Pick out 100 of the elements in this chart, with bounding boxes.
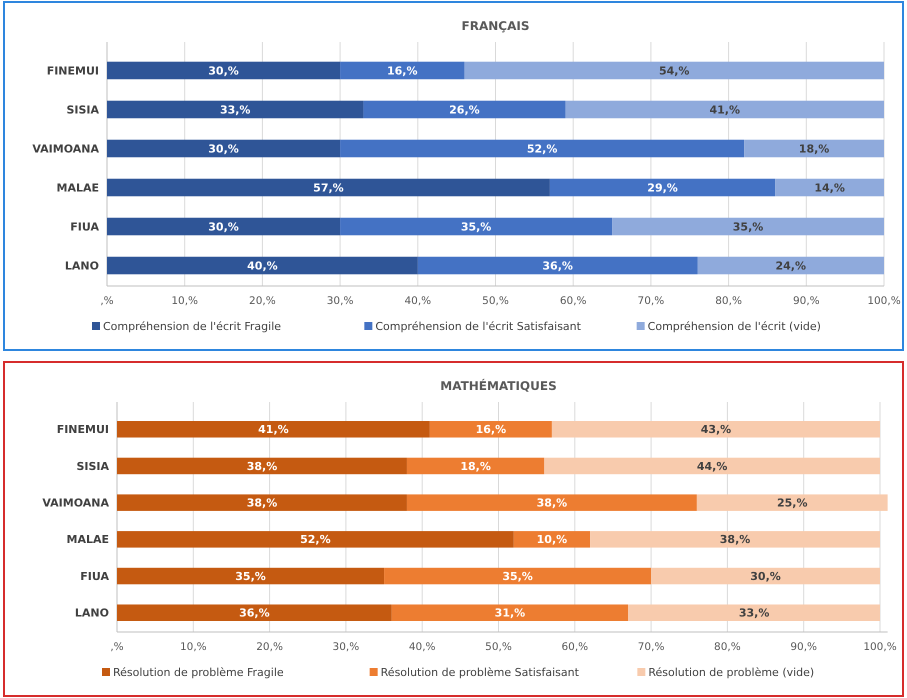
x-tick-label: 60,% <box>561 641 588 653</box>
data-label: 26,% <box>449 103 480 116</box>
y-tick-label: LANO <box>74 606 109 620</box>
bar <box>590 531 880 548</box>
y-tick-label: MALAE <box>66 533 109 546</box>
bar <box>117 531 514 548</box>
bar <box>406 494 697 511</box>
data-label: 30,% <box>208 142 239 156</box>
bar <box>340 140 744 158</box>
data-label: 38,% <box>246 496 278 510</box>
bar <box>418 256 698 274</box>
x-tick-label: 30,% <box>326 295 354 307</box>
y-tick-label: LANO <box>64 259 99 272</box>
data-label: 35,% <box>460 220 492 234</box>
x-tick-label: 50,% <box>482 295 509 307</box>
chart-title: FRANÇAIS <box>462 19 530 33</box>
data-label: 18,% <box>798 142 830 156</box>
bar <box>696 494 888 511</box>
y-tick-label: FIUA <box>70 220 100 234</box>
data-label: 16,% <box>387 64 418 78</box>
data-label: 52,% <box>526 142 558 156</box>
x-tick-label: 40,% <box>408 641 436 653</box>
bar <box>698 256 884 274</box>
bar <box>628 604 880 621</box>
data-label: 35,% <box>732 220 764 234</box>
legend-label: Compréhension de l'écrit (vide) <box>648 320 821 333</box>
bar <box>107 100 364 118</box>
data-label: 52,% <box>300 533 331 546</box>
data-label: 24,% <box>776 259 806 272</box>
x-tick-label: 70,% <box>638 295 664 307</box>
bar <box>651 568 880 584</box>
data-label: 41,% <box>709 103 740 116</box>
x-tick-label: 90,% <box>792 295 820 307</box>
y-tick-label: VAIMOANA <box>32 142 100 156</box>
x-tick-label: 30,% <box>332 641 360 653</box>
x-tick-label: 70,% <box>638 641 664 653</box>
data-label: 29,% <box>647 181 678 194</box>
bar <box>744 140 884 158</box>
data-label: 44,% <box>696 460 728 473</box>
bar <box>117 458 407 474</box>
x-tick-label: 100,% <box>867 295 901 307</box>
bar <box>117 421 430 438</box>
bar <box>550 178 776 196</box>
data-label: 30,% <box>208 220 239 234</box>
data-label: 30,% <box>208 64 239 78</box>
data-label: 40,% <box>247 259 278 272</box>
bar <box>340 62 464 80</box>
data-label: 31,% <box>494 606 526 620</box>
data-label: 10,% <box>536 533 568 546</box>
x-tick-label: 100,% <box>863 641 897 653</box>
bar <box>363 100 566 118</box>
bar <box>107 140 340 158</box>
data-label: 38,% <box>246 460 278 473</box>
chart-title: MATHÉMATIQUES <box>440 378 557 393</box>
y-tick-label: FINEMUI <box>46 64 99 78</box>
bar <box>552 421 880 438</box>
x-tick-label: 40,% <box>404 295 432 307</box>
data-label: 36,% <box>239 606 270 620</box>
y-tick-label: VAIMOANA <box>42 496 110 510</box>
bar <box>544 458 880 474</box>
legend-label: Compréhension de l'écrit Fragile <box>103 320 282 333</box>
bar <box>406 458 544 474</box>
data-label: 25,% <box>776 496 808 510</box>
bar <box>340 218 612 236</box>
data-label: 43,% <box>700 423 732 436</box>
data-label: 30,% <box>750 570 781 583</box>
legend-label: Résolution de problème Fragile <box>113 666 284 679</box>
x-tick-label: 50,% <box>485 641 512 653</box>
data-label: 36,% <box>542 259 573 272</box>
data-label: 38,% <box>720 533 750 546</box>
data-label: 57,% <box>313 181 344 194</box>
data-label: 14,% <box>814 181 845 194</box>
bar <box>384 568 652 584</box>
x-tick-label: 20,% <box>249 295 276 307</box>
bar <box>117 494 407 511</box>
legend-label: Compréhension de l'écrit Satisfaisant <box>375 320 582 333</box>
data-label: 16,% <box>476 423 506 436</box>
y-tick-label: SISIA <box>76 460 110 473</box>
y-tick-label: FIUA <box>80 570 110 583</box>
y-tick-label: MALAE <box>56 181 99 194</box>
bar <box>612 218 884 236</box>
x-tick-label: 20,% <box>256 641 283 653</box>
x-tick-label: ,% <box>100 295 114 307</box>
bar <box>775 178 884 196</box>
bar <box>107 62 340 80</box>
x-tick-label: 80,% <box>714 641 741 653</box>
data-label: 38,% <box>536 496 568 510</box>
x-tick-label: 10,% <box>180 641 207 653</box>
bar <box>117 604 392 621</box>
bar <box>107 218 340 236</box>
x-tick-label: 10,% <box>171 295 198 307</box>
bar <box>117 568 384 584</box>
data-label: 33,% <box>738 606 770 620</box>
y-tick-label: SISIA <box>66 103 100 116</box>
legend-label: Résolution de problème (vide) <box>648 666 814 679</box>
data-label: 41,% <box>258 423 289 436</box>
x-tick-label: 90,% <box>790 641 818 653</box>
bar <box>107 178 550 196</box>
bar <box>565 100 884 118</box>
x-tick-label: 80,% <box>715 295 742 307</box>
